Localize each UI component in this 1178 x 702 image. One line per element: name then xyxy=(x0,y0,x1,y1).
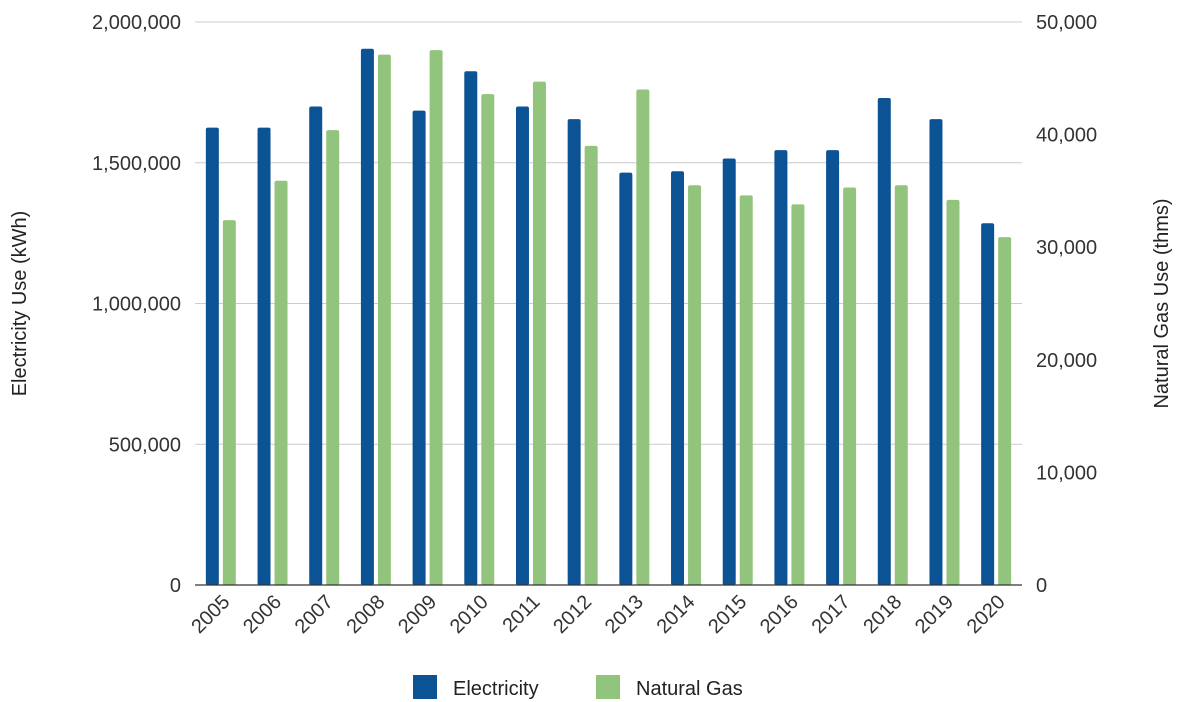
left-tick-label: 1,500,000 xyxy=(92,153,181,175)
electricity-bar xyxy=(567,119,581,586)
electricity-bar xyxy=(671,171,685,585)
legend-swatch xyxy=(596,675,620,699)
x-tick-label: 2008 xyxy=(342,591,389,638)
right-tick-label: 30,000 xyxy=(1036,237,1097,259)
electricity-bar xyxy=(464,71,478,585)
electricity-bar xyxy=(309,106,323,585)
electricity-bar xyxy=(981,223,995,585)
x-tick-label: 2016 xyxy=(756,591,803,638)
x-tick-label: 2010 xyxy=(446,591,493,638)
x-tick-label: 2009 xyxy=(394,591,441,638)
natural-gas-bar xyxy=(843,187,857,585)
natural-gas-bar xyxy=(326,130,340,585)
electricity-bar xyxy=(619,172,633,586)
electricity-bar xyxy=(722,158,736,585)
natural-gas-bar xyxy=(481,94,495,586)
x-tick-label: 2019 xyxy=(911,591,958,638)
legend-swatch xyxy=(413,675,437,699)
electricity-bar xyxy=(929,119,943,586)
electricity-bar xyxy=(774,150,788,585)
legend: Electricity Natural Gas xyxy=(413,675,743,700)
x-tick-label: 2011 xyxy=(499,591,545,637)
natural-gas-bar xyxy=(222,220,236,585)
electricity-bar xyxy=(257,127,271,585)
x-tick-label: 2015 xyxy=(704,591,751,638)
left-tick-label: 1,000,000 xyxy=(92,294,181,316)
left-tick-label: 500,000 xyxy=(109,434,181,456)
natural-gas-bar xyxy=(739,195,753,586)
legend-label: Natural Gas xyxy=(636,678,743,700)
natural-gas-bar xyxy=(429,50,443,585)
natural-gas-bar xyxy=(532,81,546,585)
right-tick-label: 10,000 xyxy=(1036,462,1097,484)
right-tick-label: 20,000 xyxy=(1036,350,1097,372)
x-tick-label: 2005 xyxy=(187,591,234,638)
electricity-bar xyxy=(412,110,426,586)
natural-gas-bar xyxy=(584,145,598,586)
electricity-bar xyxy=(826,150,840,585)
x-tick-label: 2007 xyxy=(291,591,338,638)
natural-gas-bar xyxy=(688,185,702,585)
x-tick-label: 2012 xyxy=(549,591,596,638)
right-tick-label: 40,000 xyxy=(1036,125,1097,147)
x-tick-label: 2017 xyxy=(808,591,855,638)
natural-gas-bar xyxy=(377,54,391,586)
x-tick-label: 2013 xyxy=(601,591,648,638)
electricity-bar xyxy=(515,106,529,585)
natural-gas-bar xyxy=(274,180,288,586)
x-tick-label: 2014 xyxy=(653,591,700,638)
right-axis-title: Natural Gas Use (thms) xyxy=(1151,198,1173,408)
natural-gas-bar xyxy=(894,185,908,585)
natural-gas-bar xyxy=(791,204,805,586)
natural-gas-bar xyxy=(998,237,1012,586)
left-axis-title: Electricity Use (kWh) xyxy=(9,211,31,397)
left-tick-label: 0 xyxy=(170,575,181,597)
x-axis-ticks: 2005 2006 2007 2008 2009 2010 2011 2012 2013 2014… xyxy=(187,591,1009,638)
electricity-bar xyxy=(877,98,891,585)
bars xyxy=(205,48,1012,586)
x-tick-label: 2006 xyxy=(239,591,286,638)
right-tick-label: 50,000 xyxy=(1036,12,1097,34)
legend-label: Electricity xyxy=(453,678,539,700)
x-tick-label: 2018 xyxy=(859,591,906,638)
electricity-bar xyxy=(205,127,219,585)
right-tick-label: 0 xyxy=(1036,575,1047,597)
electricity-bar xyxy=(360,48,374,586)
right-axis-ticks: 0 10,000 20,000 30,000 40,000 50,000 xyxy=(1036,12,1097,597)
left-axis-ticks: 0 500,000 1,000,000 1,500,000 2,000,000 xyxy=(92,12,181,597)
x-tick-label: 2020 xyxy=(963,591,1010,638)
left-tick-label: 2,000,000 xyxy=(92,12,181,34)
natural-gas-bar xyxy=(946,199,960,585)
natural-gas-bar xyxy=(636,89,650,585)
